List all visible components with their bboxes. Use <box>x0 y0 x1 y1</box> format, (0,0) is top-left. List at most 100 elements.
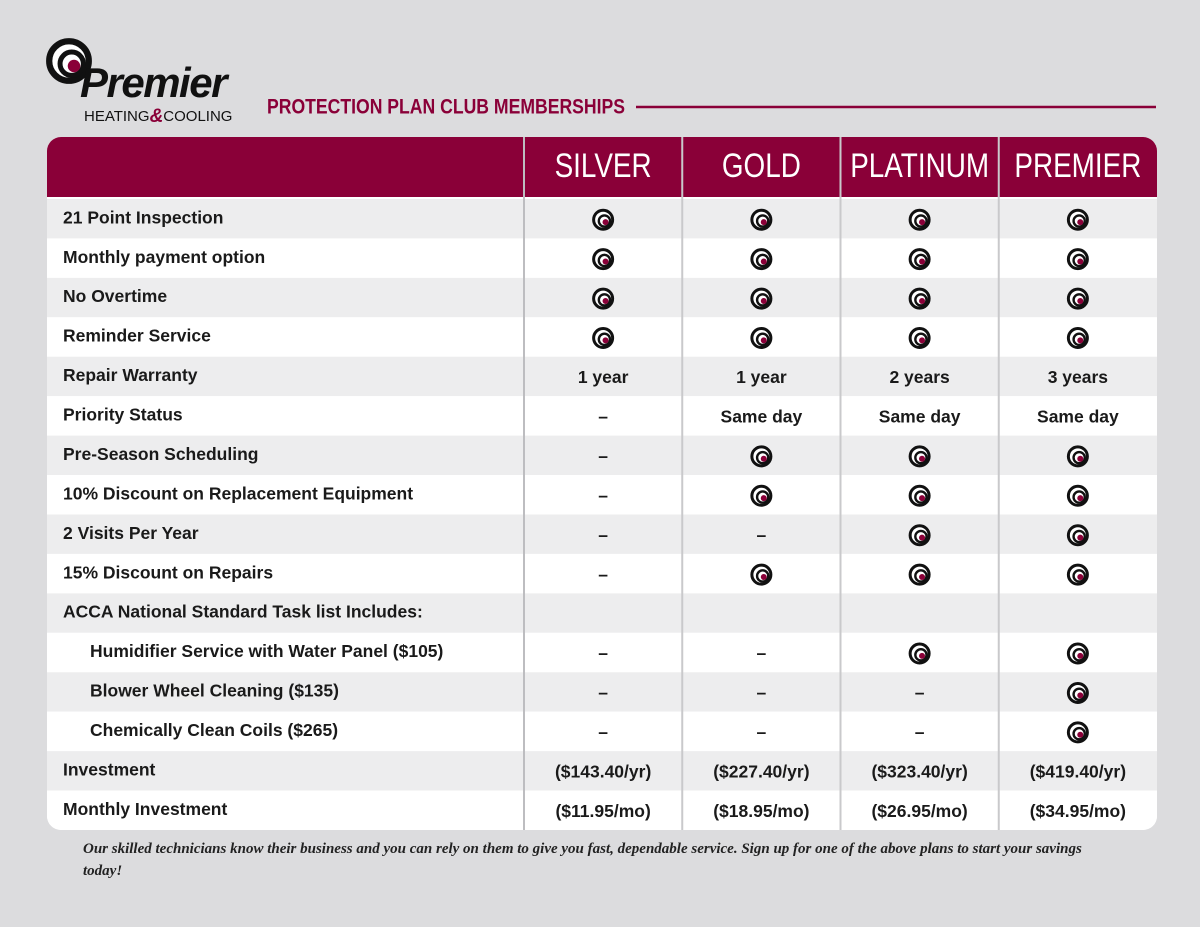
cell-value: ($34.95/mo) <box>1030 801 1126 821</box>
row-label: Humidifier Service with Water Panel ($10… <box>90 641 443 661</box>
row-label: Priority Status <box>63 405 183 425</box>
row-background <box>47 396 1157 436</box>
cell-value: – <box>915 722 925 742</box>
included-icon <box>1066 445 1089 468</box>
row-label: Investment <box>63 759 156 779</box>
cell-value: – <box>598 446 608 466</box>
row-background <box>47 553 1157 594</box>
included-icon <box>908 563 931 586</box>
included-icon <box>908 642 931 665</box>
row-background <box>47 790 1157 830</box>
row-label: 21 Point Inspection <box>63 207 223 227</box>
included-icon <box>908 208 931 231</box>
included-icon <box>750 327 773 350</box>
included-icon <box>1066 208 1089 231</box>
table: SILVER GOLD PLATINUM PREMIER 21 Point Inspec… <box>47 137 1157 830</box>
row-background <box>47 672 1157 712</box>
included-icon <box>592 248 615 271</box>
row-background <box>47 514 1157 554</box>
row-label: ACCA National Standard Task list Include… <box>63 602 423 622</box>
cell-value: – <box>598 643 608 663</box>
cell-value: – <box>598 564 608 584</box>
included-icon <box>592 208 615 231</box>
included-icon <box>908 484 931 507</box>
row-label: Reminder Service <box>63 326 211 346</box>
row-background <box>47 632 1157 673</box>
cell-value: ($26.95/mo) <box>871 801 967 821</box>
included-icon <box>908 287 931 310</box>
included-icon <box>750 445 773 468</box>
cell-value: – <box>757 525 767 545</box>
page-title: PROTECTION PLAN CLUB MEMBERSHIPS <box>267 96 625 119</box>
included-icon <box>592 327 615 350</box>
row-background <box>47 435 1157 476</box>
included-icon <box>1066 287 1089 310</box>
footer-note: Our skilled technicians know their busin… <box>83 841 1082 879</box>
cell-value: – <box>598 525 608 545</box>
column-header: SILVER <box>555 146 652 184</box>
logo-tagline-part: HEATING <box>84 108 150 125</box>
included-icon <box>592 287 615 310</box>
logo-tagline-part: COOLING <box>163 108 232 125</box>
row-background <box>47 356 1157 397</box>
row-background <box>47 751 1157 791</box>
logo-name: Premier <box>80 59 230 106</box>
cell-value: 1 year <box>578 367 629 387</box>
row-label: Pre-Season Scheduling <box>63 444 258 464</box>
column-header: GOLD <box>722 146 801 184</box>
header-band <box>47 137 1157 197</box>
row-label: No Overtime <box>63 286 167 306</box>
included-icon <box>1066 484 1089 507</box>
cell-value: ($18.95/mo) <box>713 801 809 821</box>
cell-value: Same day <box>721 407 803 427</box>
row-label: Monthly payment option <box>63 247 265 267</box>
included-icon <box>1066 563 1089 586</box>
included-icon <box>908 248 931 271</box>
column-header: PLATINUM <box>850 146 989 184</box>
cell-value: ($143.40/yr) <box>555 761 651 781</box>
included-icon <box>1066 248 1089 271</box>
cell-value: Same day <box>1037 407 1119 427</box>
row-background <box>47 711 1157 752</box>
logo-tagline: HEATING&COOLING <box>84 106 232 127</box>
included-icon <box>1066 721 1089 744</box>
row-label: Chemically Clean Coils ($265) <box>90 720 338 740</box>
included-icon <box>908 445 931 468</box>
cell-value: – <box>598 722 608 742</box>
cell-value: – <box>757 683 767 703</box>
row-background <box>47 593 1157 633</box>
cell-value: – <box>598 683 608 703</box>
cell-value: – <box>598 407 608 427</box>
row-label: 10% Discount on Replacement Equipment <box>63 483 413 503</box>
cell-value: 2 years <box>889 367 950 387</box>
cell-value: ($11.95/mo) <box>555 801 650 821</box>
included-icon <box>750 563 773 586</box>
included-icon <box>750 287 773 310</box>
included-icon <box>1066 681 1089 704</box>
row-label: 2 Visits Per Year <box>63 523 199 543</box>
cell-value: – <box>598 485 608 505</box>
cell-value: Same day <box>879 407 961 427</box>
included-icon <box>908 327 931 350</box>
cell-value: – <box>915 683 925 703</box>
row-label: Monthly Investment <box>63 799 227 819</box>
included-icon <box>1066 642 1089 665</box>
cell-value: – <box>757 722 767 742</box>
row-background <box>47 475 1157 515</box>
cell-value: ($227.40/yr) <box>713 761 809 781</box>
row-label: Repair Warranty <box>63 365 198 385</box>
included-icon <box>750 208 773 231</box>
included-icon <box>750 484 773 507</box>
column-header: PREMIER <box>1014 146 1141 184</box>
cell-value: – <box>757 643 767 663</box>
cell-value: ($323.40/yr) <box>871 761 967 781</box>
cell-value: ($419.40/yr) <box>1030 761 1126 781</box>
row-label: 15% Discount on Repairs <box>63 562 273 582</box>
logo-tagline-part: & <box>150 106 164 127</box>
cell-value: 3 years <box>1048 367 1109 387</box>
included-icon <box>750 248 773 271</box>
included-icon <box>1066 327 1089 350</box>
logo: Premier HEATING&COOLING <box>49 41 232 127</box>
